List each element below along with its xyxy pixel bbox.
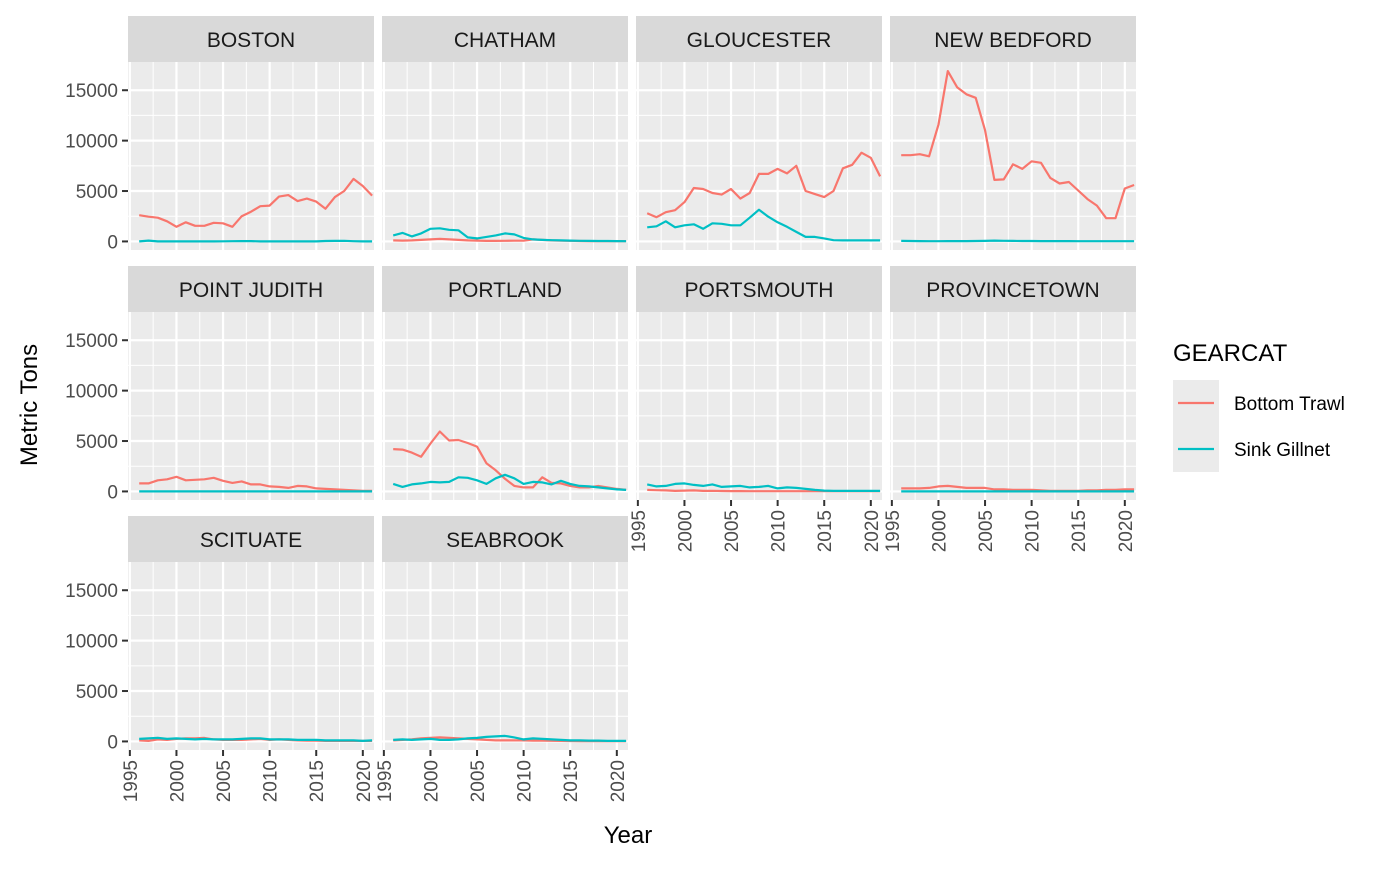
x-tick-label: 2000 <box>167 760 188 802</box>
facet-panel-boston: BOSTON 0 5000 10000 15000 <box>65 16 374 253</box>
series-line-sink-gillnet <box>646 482 881 492</box>
x-tick-label: 2020 <box>608 760 629 802</box>
facet-strip-label: SEABROOK <box>446 529 564 552</box>
facet-panel-scituate: SCITUATE 0 5000 10000 15000 1995 2000 2005 2010 2… <box>65 516 375 802</box>
x-tick-label: 2015 <box>815 510 836 552</box>
y-tick-label: 15000 <box>65 581 118 602</box>
panel-background <box>128 62 374 250</box>
facet-panel-chatham: CHATHAM <box>382 16 628 250</box>
x-tick-label: 2005 <box>722 510 743 552</box>
y-axis-title: Metric Tons <box>16 344 43 466</box>
series-line-bottom-trawl <box>646 151 882 219</box>
facet-strip-label: SCITUATE <box>200 529 302 552</box>
panel-background <box>128 312 374 500</box>
facet-strip-label: PROVINCETOWN <box>926 279 1099 302</box>
x-tick-label: 1995 <box>121 760 142 802</box>
panel-background <box>890 62 1136 250</box>
series-line-sink-gillnet <box>392 473 627 491</box>
y-tick-label: 0 <box>107 482 118 503</box>
x-tick-label: 2015 <box>1069 510 1090 552</box>
y-tick-label: 0 <box>107 232 118 253</box>
facet-panel-portsmouth: PORTSMOUTH 1995 2000 2005 2010 2015 2020 <box>629 266 883 552</box>
x-tick-label: 1995 <box>375 760 396 802</box>
facet-strip-label: PORTSMOUTH <box>685 279 834 302</box>
x-tick-label: 2010 <box>261 760 282 802</box>
x-tick-label: 2015 <box>561 760 582 802</box>
x-tick-label: 2000 <box>929 510 950 552</box>
facet-strip <box>128 266 374 312</box>
y-tick-label: 10000 <box>65 132 118 153</box>
facet-panel-new-bedford: NEW BEDFORD <box>890 16 1136 250</box>
x-tick-label: 2005 <box>976 510 997 552</box>
facet-strip <box>128 516 374 562</box>
series-line-bottom-trawl <box>139 177 373 228</box>
y-tick-label: 0 <box>107 732 118 753</box>
facet-strip <box>382 516 628 562</box>
y-tick-label: 5000 <box>76 682 118 703</box>
facet-panel-seabrook: SEABROOK 1995 2000 2005 2010 2015 2020 <box>375 516 629 802</box>
facet-panel-portland: PORTLAND <box>382 266 628 500</box>
series-line-sink-gillnet <box>393 734 627 743</box>
series-line-bottom-trawl <box>901 69 1135 220</box>
facet-panel-point-judith: POINT JUDITH 0 5000 10000 15000 <box>65 266 374 503</box>
x-tick-label: 2000 <box>675 510 696 552</box>
y-tick-label: 15000 <box>65 331 118 352</box>
y-tick-label: 10000 <box>65 382 118 403</box>
x-tick-label: 2010 <box>1023 510 1044 552</box>
facet-panel-gloucester: GLOUCESTER <box>636 16 882 250</box>
facet-strip <box>382 16 628 62</box>
facet-panel-provincetown: PROVINCETOWN 1995 2000 2005 2010 2015 2020 <box>883 266 1137 552</box>
panel-background <box>382 62 628 250</box>
facet-strip-label: POINT JUDITH <box>179 279 323 302</box>
facet-strip <box>382 266 628 312</box>
legend-label: Bottom Trawl <box>1234 394 1345 415</box>
panel-background <box>128 562 374 750</box>
x-tick-label: 2000 <box>421 760 442 802</box>
facet-strip-label: BOSTON <box>207 29 295 52</box>
x-tick-label: 2005 <box>214 760 235 802</box>
x-tick-label: 2020 <box>862 510 883 552</box>
panel-background <box>890 312 1136 500</box>
y-tick-label: 5000 <box>76 432 118 453</box>
x-tick-label: 2015 <box>307 760 328 802</box>
panel-background <box>636 62 882 250</box>
panel-background <box>382 562 628 750</box>
facet-strip <box>128 16 374 62</box>
x-tick-label: 2020 <box>1116 510 1137 552</box>
facet-strip <box>636 16 882 62</box>
series-line-bottom-trawl <box>139 475 373 492</box>
facet-strip-label: NEW BEDFORD <box>934 29 1092 52</box>
legend: GEARCAT Bottom Trawl Sink Gillnet <box>1173 340 1345 472</box>
series-line-sink-gillnet <box>139 239 373 243</box>
x-tick-label: 1995 <box>883 510 904 552</box>
series-line-sink-gillnet <box>139 736 373 743</box>
x-tick-label: 1995 <box>629 510 650 552</box>
facet-strip <box>636 266 882 312</box>
series-line-sink-gillnet <box>647 208 881 242</box>
facet-strip-label: PORTLAND <box>448 279 562 302</box>
series-line-sink-gillnet <box>901 239 1135 243</box>
legend-title: GEARCAT <box>1173 340 1288 367</box>
y-tick-label: 15000 <box>65 81 118 102</box>
x-tick-label: 2010 <box>515 760 536 802</box>
panel-background <box>382 312 628 500</box>
y-tick-label: 10000 <box>65 632 118 653</box>
x-axis-title: Year <box>604 822 653 849</box>
series-line-sink-gillnet <box>392 227 627 243</box>
y-tick-label: 5000 <box>76 182 118 203</box>
facet-strip-label: CHATHAM <box>454 29 556 52</box>
x-tick-label: 2010 <box>769 510 790 552</box>
facet-strip <box>890 266 1136 312</box>
x-tick-label: 2005 <box>468 760 489 802</box>
legend-label: Sink Gillnet <box>1234 440 1331 461</box>
facet-strip <box>890 16 1136 62</box>
facet-strip-label: GLOUCESTER <box>687 29 832 52</box>
x-tick-label: 2020 <box>354 760 375 802</box>
panel-background <box>636 312 882 500</box>
